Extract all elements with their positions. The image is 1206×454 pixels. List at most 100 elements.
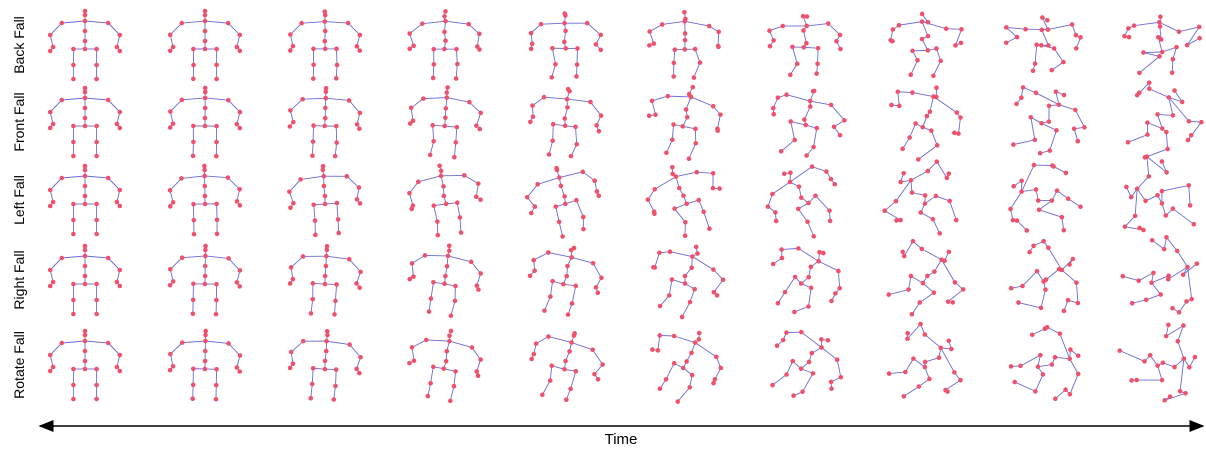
joint <box>226 21 231 26</box>
joint <box>466 22 471 27</box>
joint <box>1137 90 1142 95</box>
bone <box>781 140 795 151</box>
joint <box>773 210 778 215</box>
joint <box>83 274 88 279</box>
bone <box>694 63 700 78</box>
joint <box>681 193 686 198</box>
joint <box>531 114 536 119</box>
bone <box>792 47 797 64</box>
joint <box>442 14 447 19</box>
joint <box>83 339 88 344</box>
joint <box>357 371 362 376</box>
joint <box>1045 18 1050 23</box>
joint <box>291 201 296 206</box>
bone <box>655 253 660 268</box>
joint <box>530 41 535 46</box>
bone <box>335 370 336 386</box>
joint <box>563 359 568 364</box>
bone <box>1039 210 1062 217</box>
joint <box>325 333 330 338</box>
bone <box>1147 123 1162 129</box>
joint <box>354 281 359 286</box>
joint <box>94 63 99 68</box>
joint <box>898 180 903 185</box>
skeleton <box>168 9 242 82</box>
joint <box>813 193 818 198</box>
bone <box>62 98 85 100</box>
joint <box>407 361 412 366</box>
skeleton <box>288 9 362 81</box>
joint <box>1165 147 1170 152</box>
joint <box>214 140 219 145</box>
joint <box>1189 133 1194 138</box>
bone <box>170 258 182 270</box>
joint <box>687 385 692 390</box>
joint <box>1061 228 1066 233</box>
bone <box>469 102 480 113</box>
joint <box>237 369 242 374</box>
joint <box>83 90 88 95</box>
joint <box>1142 359 1147 364</box>
joint <box>925 114 930 119</box>
joint <box>311 62 316 67</box>
joint <box>935 159 940 164</box>
joint <box>191 140 196 145</box>
bone <box>695 343 716 357</box>
joint <box>1170 306 1175 311</box>
joint <box>83 349 88 354</box>
bone <box>548 337 571 343</box>
bone <box>347 176 359 187</box>
joint <box>958 115 963 120</box>
bone <box>170 343 182 354</box>
joint <box>590 347 595 352</box>
joint <box>923 201 928 206</box>
joint <box>474 194 479 199</box>
skeleton <box>646 165 722 238</box>
joint <box>203 90 208 95</box>
joint <box>238 110 243 115</box>
joint <box>431 139 436 144</box>
joint <box>1150 238 1155 243</box>
joint <box>1166 323 1171 328</box>
joint <box>1068 347 1073 352</box>
joint <box>235 45 240 50</box>
bone <box>773 375 787 386</box>
joint <box>439 169 444 174</box>
bone <box>1128 135 1147 143</box>
joint <box>288 366 293 371</box>
joint <box>474 369 479 374</box>
joint <box>203 106 208 111</box>
joint <box>1144 297 1149 302</box>
joint <box>565 264 570 269</box>
joint <box>288 48 293 53</box>
joint <box>331 397 336 402</box>
joint <box>929 128 934 133</box>
joint <box>171 121 176 126</box>
joint <box>322 184 327 189</box>
joint <box>238 353 243 358</box>
joint <box>1162 247 1167 252</box>
joint <box>721 277 726 282</box>
bone <box>301 176 324 179</box>
joint <box>407 31 412 36</box>
joint <box>60 176 65 181</box>
joint <box>774 219 779 224</box>
joint <box>1075 139 1080 144</box>
joint <box>1145 154 1150 159</box>
joint <box>71 383 76 388</box>
joint <box>928 109 933 114</box>
joint <box>443 116 448 121</box>
joint <box>332 312 337 317</box>
joint <box>452 155 457 160</box>
joint <box>1137 71 1142 76</box>
joint <box>707 24 712 29</box>
joint <box>478 111 483 116</box>
joint <box>1166 95 1171 100</box>
bone <box>905 359 913 372</box>
joint <box>323 13 328 18</box>
joint <box>652 211 657 216</box>
skeleton <box>288 329 363 402</box>
joint <box>71 312 76 317</box>
joint <box>237 284 242 289</box>
joint <box>1034 187 1039 192</box>
